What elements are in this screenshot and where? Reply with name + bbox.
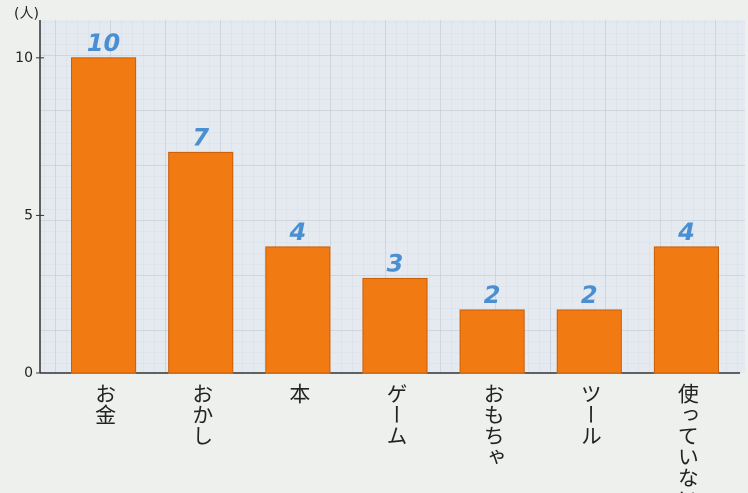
x-tick-label: ツール [578,383,602,446]
bar [168,151,234,374]
x-tick-label: 本 [287,383,311,404]
value-label: 10 [87,29,120,57]
bar [556,309,622,374]
value-label: 2 [484,281,501,309]
y-tick-label: 0 [24,365,33,381]
x-tick-label: ゲーム [384,383,408,446]
bar [459,309,525,374]
bar [362,277,428,374]
x-tick-label: おかし [190,383,214,446]
value-label: 4 [289,218,307,246]
x-tick-label: おもちゃ [481,383,505,467]
x-tick-label: 使っていない [675,383,699,493]
y-axis-label: (人) [14,6,39,22]
value-label: 7 [192,123,209,151]
y-tick-label: 10 [15,50,33,66]
bar [265,246,331,374]
y-tick-label: 5 [24,207,33,223]
value-label: 4 [677,218,695,246]
bar [71,57,137,374]
bar [653,246,719,374]
value-label: 2 [581,281,598,309]
x-tick-label: お金 [93,383,117,425]
value-label: 3 [387,249,404,277]
